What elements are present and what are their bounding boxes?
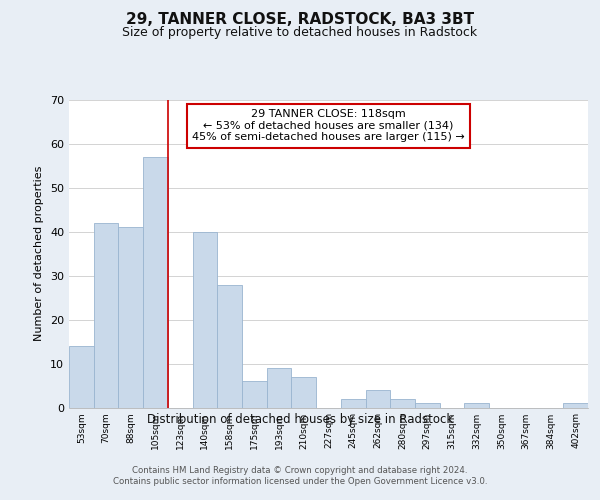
- Y-axis label: Number of detached properties: Number of detached properties: [34, 166, 44, 342]
- Bar: [563, 403, 588, 407]
- Bar: [217, 284, 242, 408]
- Text: Contains public sector information licensed under the Open Government Licence v3: Contains public sector information licen…: [113, 478, 487, 486]
- Text: 29, TANNER CLOSE, RADSTOCK, BA3 3BT: 29, TANNER CLOSE, RADSTOCK, BA3 3BT: [126, 12, 474, 28]
- Bar: [390, 398, 415, 407]
- Bar: [242, 381, 267, 407]
- Text: 29 TANNER CLOSE: 118sqm
← 53% of detached houses are smaller (134)
45% of semi-d: 29 TANNER CLOSE: 118sqm ← 53% of detache…: [192, 109, 465, 142]
- Text: Contains HM Land Registry data © Crown copyright and database right 2024.: Contains HM Land Registry data © Crown c…: [132, 466, 468, 475]
- Bar: [267, 368, 292, 408]
- Bar: [193, 232, 217, 408]
- Text: Size of property relative to detached houses in Radstock: Size of property relative to detached ho…: [122, 26, 478, 39]
- Bar: [464, 403, 489, 407]
- Bar: [415, 403, 440, 407]
- Bar: [118, 228, 143, 408]
- Bar: [94, 223, 118, 408]
- Text: Distribution of detached houses by size in Radstock: Distribution of detached houses by size …: [147, 412, 453, 426]
- Bar: [365, 390, 390, 407]
- Bar: [341, 398, 365, 407]
- Bar: [143, 157, 168, 407]
- Bar: [69, 346, 94, 408]
- Bar: [292, 377, 316, 408]
